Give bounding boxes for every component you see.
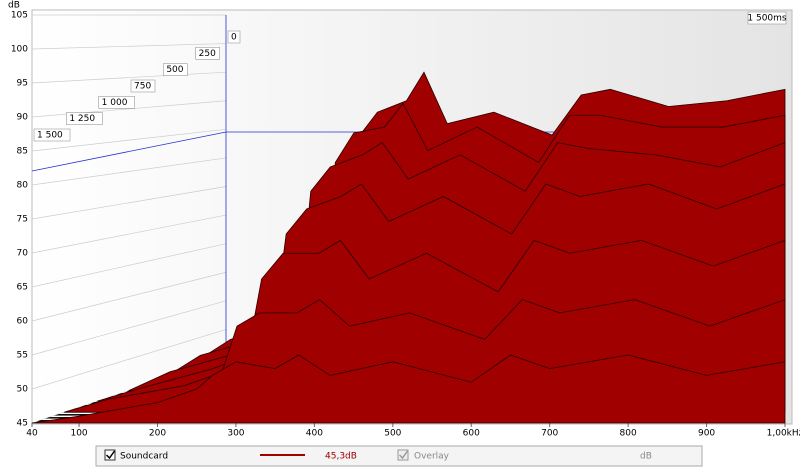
legend-reading: 45,3dB bbox=[325, 452, 357, 462]
time-label: 750 bbox=[134, 82, 151, 92]
time-label-box bbox=[163, 63, 188, 76]
grid-line bbox=[31, 157, 227, 186]
y-tick-label: 75 bbox=[17, 215, 28, 225]
legend: Soundcard 45,3dB Overlay dB bbox=[95, 445, 703, 467]
grid-line bbox=[31, 128, 227, 152]
back-axis bbox=[31, 131, 227, 172]
y-tick-label: 105 bbox=[11, 11, 28, 21]
x-tick-label: 600 bbox=[463, 429, 480, 439]
y-tick-label: 95 bbox=[17, 79, 28, 89]
grid-line bbox=[31, 271, 227, 322]
x-tick-label: 700 bbox=[541, 429, 558, 439]
x-tick-label: 500 bbox=[384, 429, 401, 439]
y-tick-label: 55 bbox=[17, 351, 28, 361]
time-label: 1 500 bbox=[37, 131, 63, 141]
grid-line bbox=[31, 243, 227, 288]
y-tick-label: 90 bbox=[17, 113, 29, 123]
y-tick-label: 50 bbox=[17, 385, 29, 395]
time-label-box bbox=[66, 112, 103, 125]
time-label-box bbox=[195, 47, 220, 60]
time-label: 500 bbox=[166, 65, 183, 75]
grid-line bbox=[31, 100, 227, 118]
x-tick-label: 100 bbox=[70, 429, 87, 439]
grid-line bbox=[31, 300, 227, 356]
grid-line bbox=[31, 186, 227, 220]
x-tick-label: 300 bbox=[227, 429, 244, 439]
overlay-checkbox[interactable] bbox=[397, 449, 409, 461]
y-tick-label: 70 bbox=[17, 249, 29, 259]
x-tick-label: 1,00kHz bbox=[767, 429, 800, 439]
time-label-box bbox=[33, 128, 71, 142]
y-tick-label: 85 bbox=[17, 147, 28, 157]
grid-line bbox=[31, 214, 227, 254]
y-axis-label: dB bbox=[8, 1, 20, 11]
y-tick-label: 60 bbox=[17, 317, 29, 327]
y-tick-label: 65 bbox=[17, 283, 28, 293]
time-label-box bbox=[98, 96, 135, 109]
time-label: 250 bbox=[199, 49, 216, 59]
x-tick-label: 40 bbox=[26, 429, 38, 439]
x-tick-label: 400 bbox=[306, 429, 323, 439]
x-tick-label: 800 bbox=[620, 429, 637, 439]
time-label: 0 bbox=[231, 33, 237, 43]
x-tick-label: 200 bbox=[149, 429, 166, 439]
y-tick-label: 100 bbox=[11, 45, 28, 55]
legend-series: Soundcard bbox=[120, 452, 168, 462]
grid-line bbox=[31, 329, 227, 390]
check bbox=[105, 450, 116, 460]
time-label-box bbox=[130, 79, 156, 93]
y-tick-label: 80 bbox=[17, 181, 29, 191]
legend-unit: dB bbox=[640, 452, 652, 462]
time-range-box bbox=[747, 11, 787, 25]
checkbox[interactable] bbox=[104, 449, 116, 461]
check bbox=[398, 450, 409, 460]
grid-line bbox=[31, 43, 227, 50]
time-label: 1 000 bbox=[102, 98, 128, 108]
legend-overlay: Overlay bbox=[414, 452, 450, 462]
time-range-label: 1 500ms bbox=[747, 14, 787, 24]
grid-line bbox=[31, 71, 227, 84]
x-tick-label: 900 bbox=[698, 429, 715, 439]
waterfall-slice bbox=[31, 354, 786, 424]
time-label-box bbox=[227, 30, 241, 44]
time-label: 1 250 bbox=[69, 114, 95, 124]
y-tick-label: 45 bbox=[17, 419, 28, 429]
